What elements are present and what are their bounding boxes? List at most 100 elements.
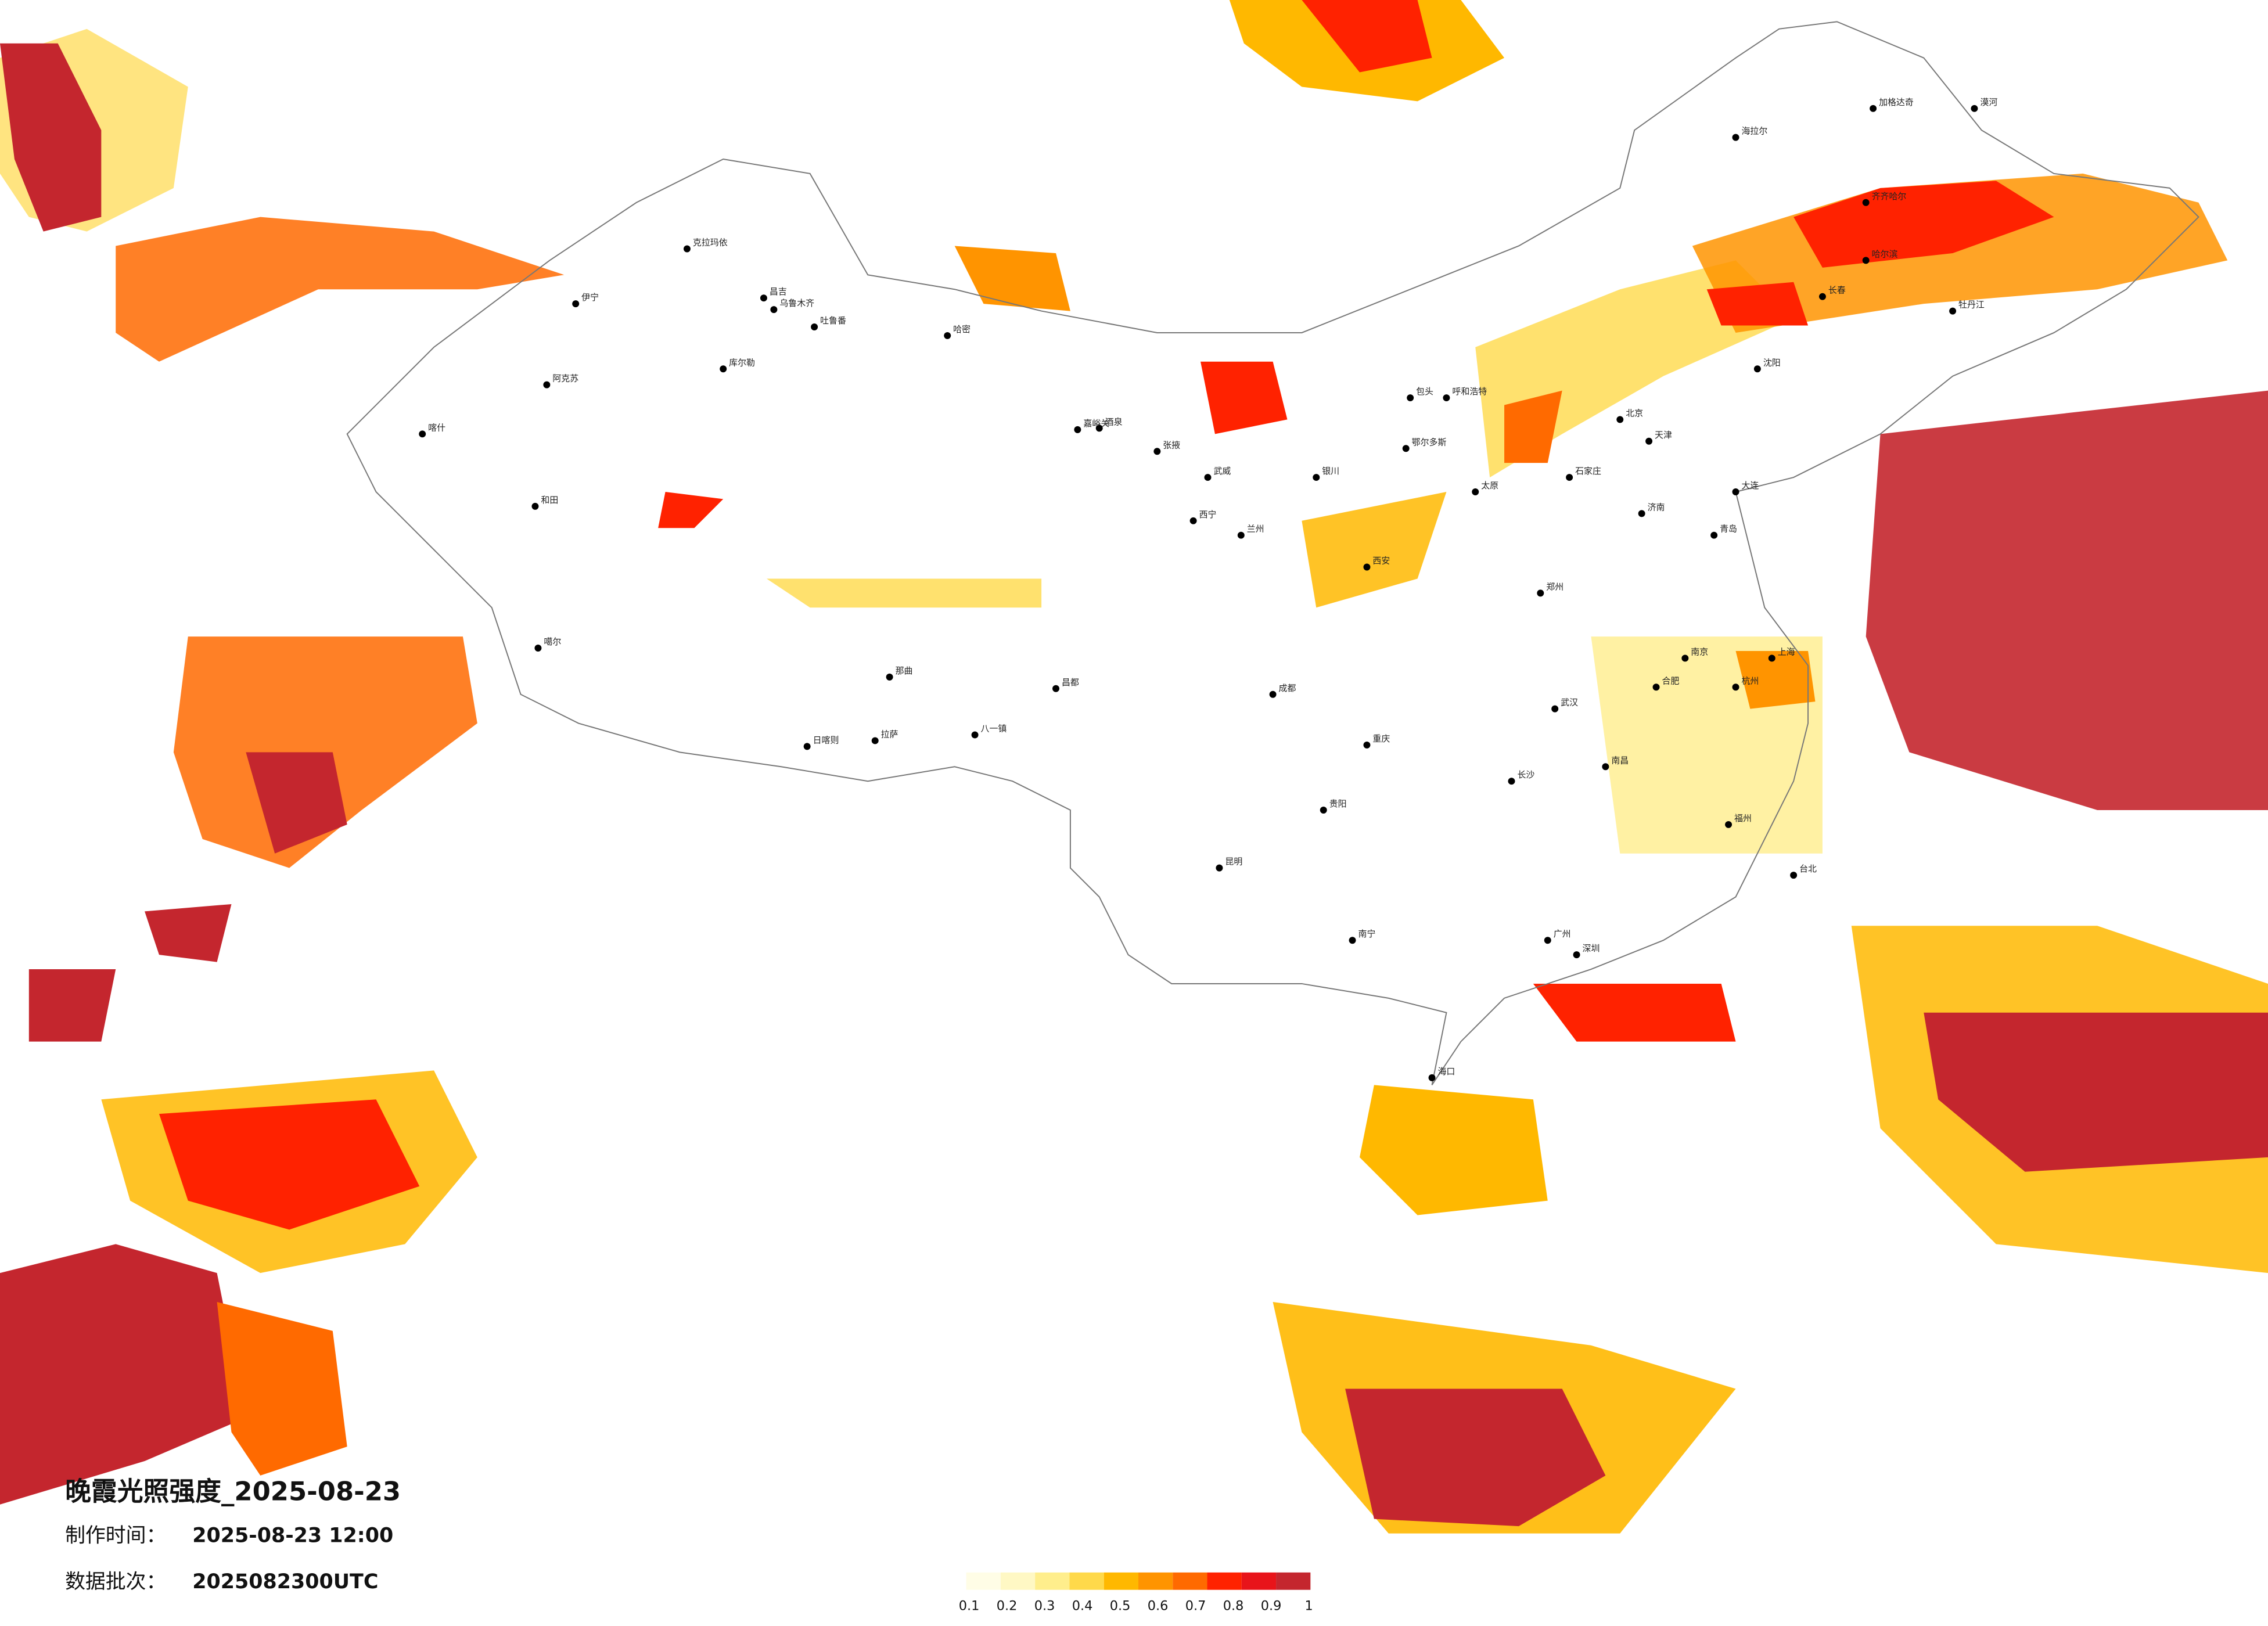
colorbar-swatch [1104, 1572, 1138, 1590]
city-label: 武威 [1213, 466, 1231, 476]
city-label: 和田 [541, 495, 558, 505]
city-dot [944, 332, 951, 339]
city-dot [1216, 864, 1223, 872]
city-dot [760, 294, 767, 302]
colorbar-swatch [1000, 1572, 1036, 1590]
colorbar-tick-label: 0.7 [1185, 1599, 1206, 1614]
city-label: 海口 [1437, 1066, 1455, 1077]
colorbar-tick-label: 0.5 [1110, 1599, 1131, 1614]
colorbar-swatch [1207, 1572, 1242, 1590]
city-dot [1566, 474, 1573, 481]
city-dot [1269, 690, 1277, 698]
city-dot [1095, 425, 1103, 432]
city-label: 喀什 [428, 422, 445, 433]
city-label: 南宁 [1358, 929, 1376, 939]
city-label: 北京 [1626, 408, 1643, 418]
colorbar-tick-label: 1 [1304, 1599, 1313, 1614]
city-dot [543, 381, 551, 388]
colorbar-tick-label: 0.6 [1148, 1599, 1169, 1614]
city-dot [1537, 589, 1544, 597]
colorbar-tick-label: 0.4 [1072, 1599, 1093, 1614]
city-dot [534, 645, 542, 652]
colorbar-tick-label: 0.8 [1223, 1599, 1244, 1614]
colorbar-tick-label: 0.1 [959, 1599, 980, 1614]
city-dot [1508, 778, 1515, 785]
colorbar-swatch [1173, 1572, 1207, 1590]
city-label: 广州 [1554, 929, 1571, 939]
city-label: 伊宁 [581, 292, 599, 303]
map-title: 晚霞光照强度_2025-08-23 [65, 1476, 401, 1506]
city-dot [1870, 105, 1877, 112]
city-dot [419, 430, 426, 438]
city-label: 南京 [1691, 646, 1708, 657]
city-label: 兰州 [1247, 524, 1264, 534]
city-label: 成都 [1279, 683, 1296, 693]
city-dot [1551, 705, 1559, 713]
city-label: 漠河 [1980, 97, 1997, 107]
city-dot [683, 245, 691, 253]
city-label: 大连 [1741, 480, 1759, 491]
colorbar-swatch [1035, 1572, 1070, 1590]
city-dot [1544, 937, 1551, 944]
city-label: 沈阳 [1763, 357, 1781, 368]
city-label: 日喀则 [813, 735, 839, 745]
city-label: 乌鲁木齐 [779, 298, 814, 308]
city-label: 银川 [1322, 466, 1339, 476]
city-label: 重庆 [1372, 733, 1390, 744]
city-dot [1768, 654, 1775, 662]
city-label: 济南 [1648, 502, 1665, 512]
city-label: 长沙 [1517, 769, 1534, 780]
city-label: 杭州 [1741, 675, 1759, 686]
city-dot [1189, 517, 1197, 524]
colorbar-tick-label: 0.3 [1034, 1599, 1055, 1614]
city-label: 那曲 [896, 665, 913, 676]
colorbar-swatch [1069, 1572, 1104, 1590]
city-label: 昆明 [1225, 857, 1242, 867]
city-dot [1573, 951, 1580, 959]
city-label: 嘉峪关 [1083, 418, 1109, 429]
city-dot [1732, 134, 1739, 141]
city-label: 齐齐哈尔 [1872, 191, 1907, 202]
city-dot [971, 731, 979, 739]
glow-field [0, 0, 2268, 1534]
city-label: 呼和浩特 [1452, 386, 1487, 397]
city-label: 昌吉 [770, 286, 787, 297]
city-label: 太原 [1481, 480, 1498, 491]
city-dot [531, 502, 539, 510]
city-dot [1472, 488, 1479, 495]
city-dot [1971, 105, 1978, 112]
city-label: 包头 [1416, 386, 1433, 397]
city-label: 八一镇 [981, 724, 1007, 734]
info-value: 2025-08-23 12:00 [192, 1524, 393, 1548]
colorbar-swatch [966, 1572, 1001, 1590]
city-dot [1237, 531, 1245, 539]
city-dot [1407, 394, 1414, 402]
city-dot [720, 365, 727, 373]
city-label: 合肥 [1662, 675, 1680, 686]
city-label: 西安 [1372, 556, 1390, 566]
city-dot [1443, 394, 1450, 402]
city-label: 酒泉 [1105, 416, 1123, 427]
colorbar-swatch [1241, 1572, 1277, 1590]
info-label: 数据批次： [65, 1570, 166, 1593]
city-dot [1862, 257, 1870, 264]
city-dot [1204, 474, 1212, 481]
city-dot [1428, 1074, 1436, 1081]
city-label: 南昌 [1611, 755, 1629, 765]
city-label: 加格达奇 [1879, 97, 1914, 107]
city-dot [1732, 488, 1739, 495]
city-label: 深圳 [1583, 943, 1600, 954]
city-label: 噶尔 [544, 636, 561, 647]
city-label: 牡丹江 [1958, 300, 1985, 310]
country-outline [346, 21, 2199, 1085]
city-dot [1732, 684, 1739, 691]
city-label: 西宁 [1199, 509, 1217, 520]
city-label: 克拉玛依 [693, 238, 728, 248]
city-label: 天津 [1655, 430, 1672, 440]
colorbar-swatch [1138, 1572, 1173, 1590]
city-label: 贵阳 [1329, 798, 1347, 809]
